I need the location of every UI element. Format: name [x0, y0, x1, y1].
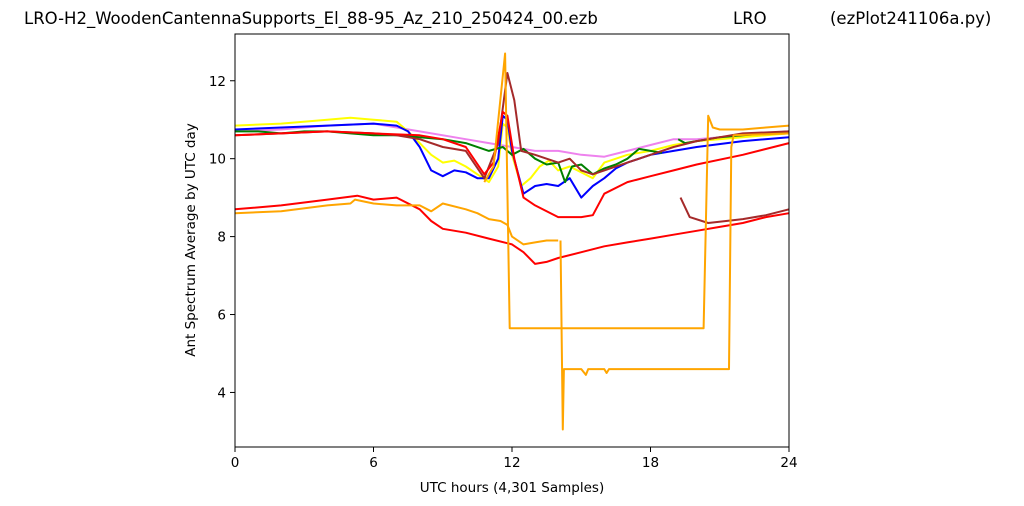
- series-line-11: [483, 52, 790, 330]
- x-axis-label: UTC hours (4,301 Samples): [420, 480, 604, 496]
- y-tick-label: 12: [209, 74, 226, 90]
- series-line-8: [234, 110, 790, 219]
- series-line-6: [234, 72, 790, 180]
- series-layer: [234, 52, 790, 431]
- x-tick-label: 0: [231, 455, 240, 471]
- site-label: LRO: [733, 9, 767, 28]
- y-tick-label: 4: [217, 385, 226, 401]
- y-tick-label: 8: [217, 230, 226, 246]
- file-title: LRO-H2_WoodenCantennaSupports_El_88-95_A…: [24, 9, 598, 29]
- x-tick-label: 12: [503, 455, 520, 471]
- x-axis: 0 6 12 18 24: [231, 447, 798, 471]
- x-tick-label: 6: [369, 455, 378, 471]
- series-line-9: [234, 194, 790, 265]
- series-line-7: [679, 197, 790, 224]
- series-line-12: [559, 132, 790, 431]
- y-axis: 4 6 8 10 12: [209, 74, 235, 401]
- y-tick-label: 10: [209, 152, 226, 168]
- y-axis-label: Ant Spectrum Average by UTC day: [183, 123, 199, 357]
- x-tick-label: 18: [642, 455, 659, 471]
- series-line-10: [234, 198, 559, 246]
- x-tick-label: 24: [780, 455, 797, 471]
- y-tick-label: 6: [217, 308, 226, 324]
- script-name: (ezPlot241106a.py): [830, 9, 991, 28]
